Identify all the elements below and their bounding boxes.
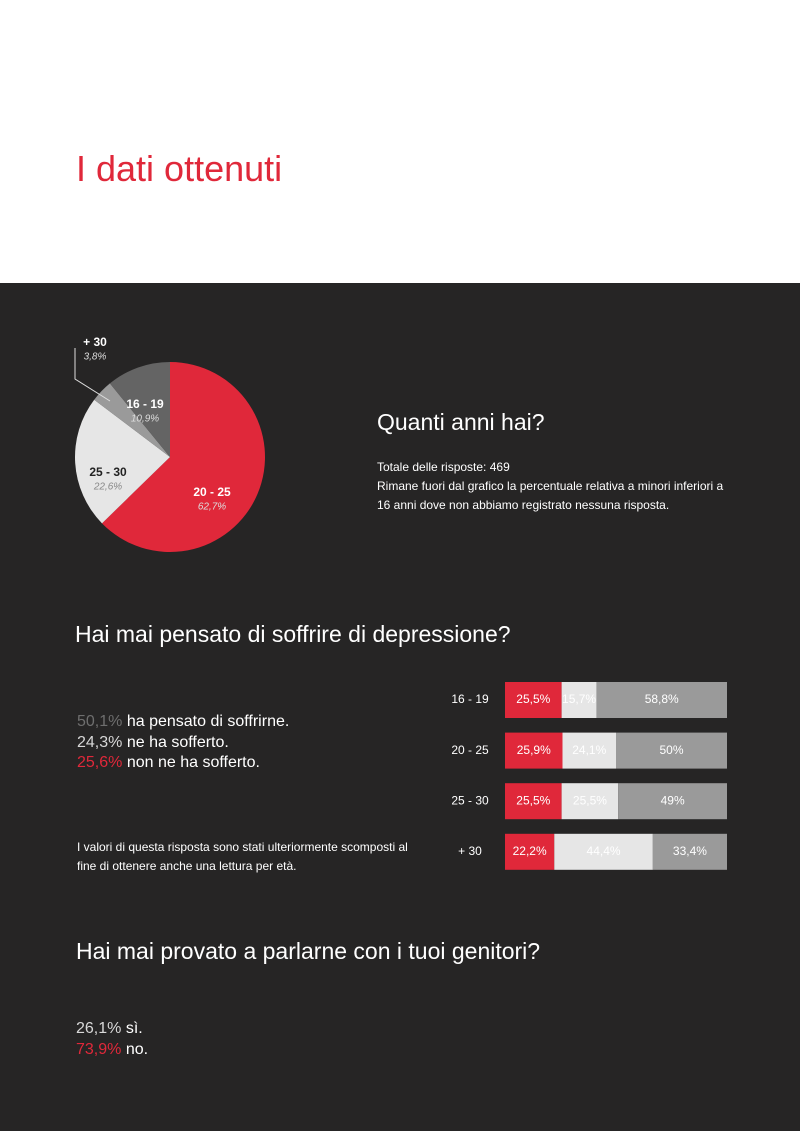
- item: 25,6% non ne ha sofferto.: [77, 753, 289, 774]
- item: 50,1% ha pensato di soffrirne.: [77, 712, 289, 733]
- pie-slice: [109, 362, 170, 457]
- slice-value: 10,9%: [131, 414, 159, 425]
- row-label: 25 - 30: [451, 793, 489, 807]
- pie-slice: [75, 399, 170, 524]
- note-line: Totale delle risposte: 469: [377, 460, 510, 474]
- pie-slice: [101, 362, 266, 552]
- item-text: sì.: [125, 1020, 143, 1037]
- item-text: non ne ha sofferto.: [126, 754, 260, 771]
- heading: Hai mai provato a parlarne con i tuoi ge…: [76, 938, 541, 964]
- slice-value: 3,8%: [84, 352, 107, 363]
- segment-label: 44,4%: [587, 844, 621, 858]
- slice-label: 25 - 30: [89, 465, 127, 479]
- item: 26,1% sì.: [76, 1019, 148, 1040]
- bar-segment: [505, 833, 555, 870]
- item: 24,3% ne ha sofferto.: [77, 733, 289, 754]
- note: I valori di questa risposta sono stati u…: [77, 840, 408, 873]
- segment-label: 22,2%: [513, 844, 547, 858]
- bar-segment: [554, 833, 653, 870]
- leader-line: [74, 348, 111, 402]
- item: 73,9% no.: [76, 1040, 148, 1061]
- heading: Quanti anni hai?: [377, 409, 545, 435]
- segment-label: 58,8%: [645, 692, 679, 706]
- slice-value: 62,7%: [198, 502, 226, 513]
- charts: 20 - 25 62,7% 25 - 30 22,6% + 30 3,8% 16 - 19 1…: [74, 335, 727, 870]
- bar-segment: [505, 732, 563, 769]
- heading: Hai mai pensato di soffrire di depressio…: [75, 621, 511, 647]
- item-list: 26,1% sì. 73,9% no.: [76, 1019, 148, 1060]
- bar-segment: [618, 783, 727, 820]
- note-line: Rimane fuori dal grafico la percentuale …: [377, 479, 724, 512]
- item-value: 73,9%: [76, 1040, 122, 1058]
- segment-label: 25,5%: [573, 793, 607, 807]
- segment-label: 50%: [659, 743, 683, 757]
- segment-label: 24,1%: [572, 743, 606, 757]
- item-value: 25,6%: [77, 754, 123, 771]
- bar-segment: [561, 783, 619, 820]
- segment-label: 25,9%: [517, 743, 551, 757]
- slice-label: + 30: [83, 335, 107, 349]
- bar-segment: [505, 783, 562, 820]
- row-label: + 30: [458, 844, 482, 858]
- bar-segment: [505, 682, 562, 718]
- bar-segment: [561, 682, 597, 718]
- pie-slice: [94, 383, 170, 457]
- item-value: 24,3%: [77, 733, 123, 751]
- item-text: no.: [125, 1040, 149, 1058]
- segment-label: 25,5%: [516, 793, 550, 807]
- bar-segment: [596, 682, 727, 718]
- slice-label: 16 - 19: [126, 397, 164, 411]
- row-label: 16 - 19: [451, 692, 489, 706]
- item-text: ne ha sofferto.: [126, 733, 229, 751]
- segment-label: 49%: [661, 793, 685, 807]
- age-notes: Totale delle risposte: 469 Rimane fuori …: [377, 458, 737, 515]
- page-title: I dati ottenuti: [76, 148, 283, 189]
- item-value: 50,1%: [77, 713, 123, 730]
- bar-segment: [652, 833, 727, 870]
- slice-label: 20 - 25: [193, 485, 231, 499]
- item-list: 50,1% ha pensato di soffrirne. 24,3% ne h…: [77, 712, 289, 774]
- item-value: 26,1%: [76, 1020, 122, 1037]
- segment-label: 33,4%: [673, 844, 707, 858]
- bar-segment: [562, 732, 616, 769]
- segment-label: 25,5%: [516, 692, 550, 706]
- row-label: 20 - 25: [451, 743, 489, 757]
- segment-label: 15,7%: [562, 692, 596, 706]
- bar-segment: [616, 732, 727, 769]
- item-text: ha pensato di soffrirne.: [126, 713, 290, 730]
- slice-value: 22,6%: [93, 482, 122, 493]
